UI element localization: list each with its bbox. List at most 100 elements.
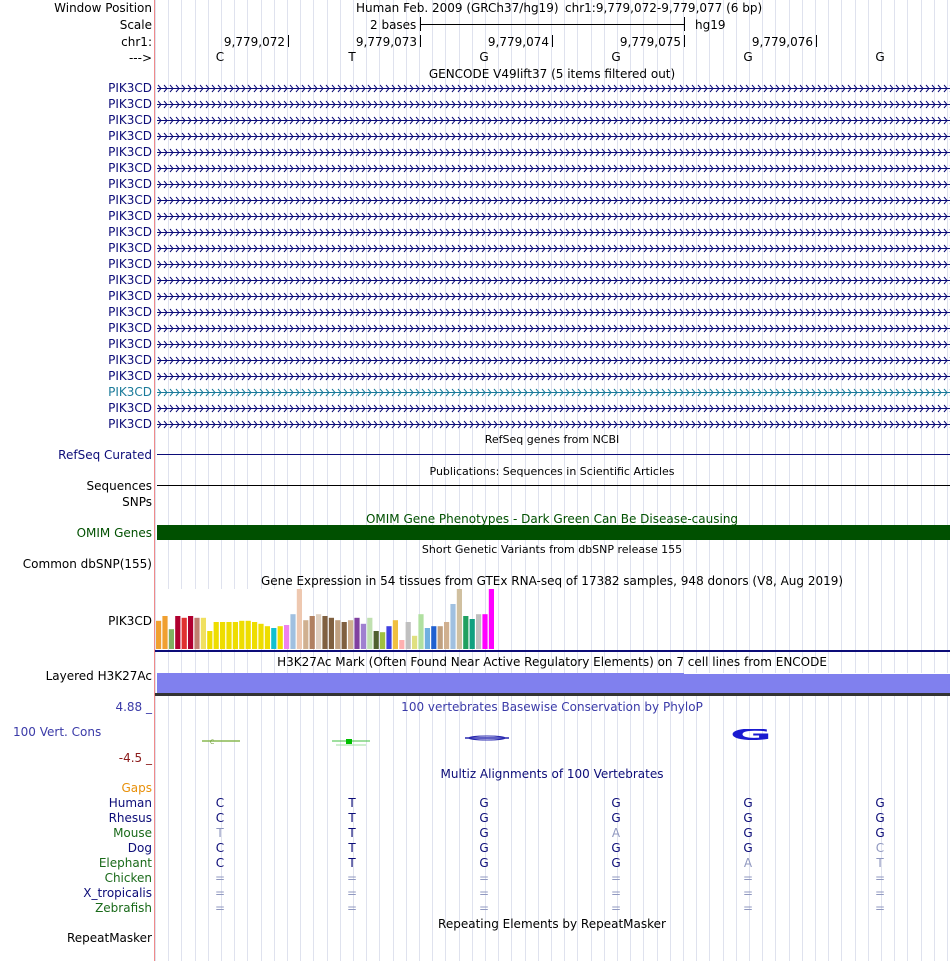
dbsnp-track-title[interactable]: Short Genetic Variants from dbSNP releas… (421, 543, 683, 556)
gtex-tissue-bar[interactable] (380, 632, 386, 649)
gtex-tissue-bar[interactable] (367, 617, 373, 649)
gencode-transcript-feature[interactable] (157, 116, 950, 125)
species-label[interactable]: Chicken (104, 871, 152, 885)
gtex-tissue-bar[interactable] (290, 614, 296, 649)
gtex-tissue-bar[interactable] (444, 622, 450, 649)
gencode-transcript-feature[interactable] (157, 164, 950, 173)
gtex-tissue-bar[interactable] (412, 635, 418, 649)
gtex-tissue-bar[interactable] (424, 628, 430, 649)
gencode-transcript-label[interactable]: PIK3CD (108, 177, 152, 191)
gencode-transcript-feature[interactable] (157, 420, 950, 429)
gtex-tissue-bar[interactable] (277, 626, 283, 649)
gtex-chart[interactable] (155, 588, 555, 650)
gtex-tissue-bar[interactable] (296, 589, 302, 649)
gtex-track-title[interactable]: Gene Expression in 54 tissues from GTEx … (260, 574, 844, 588)
species-label[interactable]: Zebrafish (95, 901, 152, 915)
species-label[interactable]: Rhesus (108, 811, 152, 825)
gencode-transcript-label[interactable]: PIK3CD (108, 113, 152, 127)
gencode-transcript-feature[interactable] (157, 276, 950, 285)
gencode-transcript-feature[interactable] (157, 292, 950, 301)
gencode-transcript-label[interactable]: PIK3CD (108, 401, 152, 415)
gencode-transcript-label[interactable]: PIK3CD (108, 241, 152, 255)
gencode-transcript-feature[interactable] (157, 228, 950, 237)
gencode-transcript-label[interactable]: PIK3CD (108, 193, 152, 207)
gtex-tissue-bar[interactable] (322, 616, 328, 649)
gtex-label[interactable]: PIK3CD (108, 614, 152, 628)
dbsnp-label[interactable]: Common dbSNP(155) (22, 557, 152, 571)
species-label[interactable]: Human (108, 796, 152, 810)
gtex-tissue-bar[interactable] (226, 622, 232, 649)
gtex-tissue-bar[interactable] (335, 620, 341, 649)
gencode-transcript-label[interactable]: PIK3CD (108, 257, 152, 271)
gtex-tissue-bar[interactable] (162, 616, 168, 649)
gtex-tissue-bar[interactable] (264, 626, 270, 649)
gencode-transcript-feature[interactable] (157, 324, 950, 333)
gencode-transcript-label[interactable]: PIK3CD (108, 353, 152, 367)
h3k27ac-label[interactable]: Layered H3K27Ac (45, 669, 152, 683)
gtex-tissue-bar[interactable] (469, 619, 475, 649)
repeatmasker-label[interactable]: RepeatMasker (66, 931, 152, 945)
gtex-tissue-bar[interactable] (220, 622, 226, 649)
gtex-tissue-bar[interactable] (476, 614, 482, 649)
gencode-transcript-label[interactable]: PIK3CD (108, 225, 152, 239)
gencode-transcript-label[interactable]: PIK3CD (108, 321, 152, 335)
position-text[interactable]: chr1:9,779,072-9,779,077 (6 bp) (565, 1, 763, 15)
gtex-tissue-bar[interactable] (207, 631, 213, 649)
refseq-track-title[interactable]: RefSeq genes from NCBI (484, 433, 620, 446)
gtex-tissue-bar[interactable] (245, 620, 251, 649)
gencode-transcript-feature[interactable] (157, 404, 950, 413)
species-label[interactable]: Dog (127, 841, 152, 855)
gencode-transcript-feature[interactable] (157, 100, 950, 109)
phylop-label[interactable]: 100 Vert. Cons (13, 725, 102, 739)
gencode-transcript-label[interactable]: PIK3CD (108, 161, 152, 175)
species-label[interactable]: Mouse (113, 826, 152, 840)
gencode-transcript-feature[interactable] (157, 148, 950, 157)
gtex-tissue-bar[interactable] (194, 617, 200, 649)
gtex-tissue-bar[interactable] (271, 628, 277, 649)
gtex-tissue-bar[interactable] (188, 616, 194, 649)
publications-feature[interactable] (157, 485, 950, 486)
gencode-transcript-feature[interactable] (157, 180, 950, 189)
gtex-tissue-bar[interactable] (303, 620, 309, 649)
gencode-transcript-feature[interactable] (157, 132, 950, 141)
gtex-tissue-bar[interactable] (341, 622, 347, 649)
gtex-tissue-bar[interactable] (456, 589, 462, 649)
gtex-tissue-bar[interactable] (450, 604, 456, 649)
phylop-track-title[interactable]: 100 vertebrates Basewise Conservation by… (401, 700, 703, 714)
gtex-tissue-bar[interactable] (156, 620, 162, 649)
gtex-tissue-bar[interactable] (488, 589, 494, 649)
gtex-tissue-bar[interactable] (168, 629, 174, 649)
gencode-transcript-feature[interactable] (157, 388, 950, 397)
gtex-tissue-bar[interactable] (392, 620, 398, 649)
gencode-transcript-label[interactable]: PIK3CD (108, 145, 152, 159)
species-label[interactable]: Elephant (98, 856, 152, 870)
gtex-tissue-bar[interactable] (354, 617, 360, 649)
gencode-transcript-label[interactable]: PIK3CD (108, 369, 152, 383)
refseq-label[interactable]: RefSeq Curated (58, 448, 152, 462)
gtex-tissue-bar[interactable] (284, 625, 290, 649)
gencode-transcript-feature[interactable] (157, 308, 950, 317)
repeatmasker-track-title[interactable]: Repeating Elements by RepeatMasker (438, 917, 666, 931)
gtex-tissue-bar[interactable] (316, 614, 322, 649)
publications-track-title[interactable]: Publications: Sequences in Scientific Ar… (429, 465, 675, 478)
gencode-transcript-feature[interactable] (157, 196, 950, 205)
gencode-transcript-label[interactable]: PIK3CD (108, 385, 152, 399)
gtex-tissue-bar[interactable] (200, 617, 206, 649)
snps-label[interactable]: SNPs (122, 495, 152, 509)
gencode-transcript-feature[interactable] (157, 212, 950, 221)
gtex-tissue-bar[interactable] (418, 614, 424, 649)
gtex-tissue-bar[interactable] (232, 622, 238, 649)
gencode-transcript-label[interactable]: PIK3CD (108, 305, 152, 319)
gencode-transcript-feature[interactable] (157, 260, 950, 269)
gencode-transcript-label[interactable]: PIK3CD (108, 417, 152, 431)
gtex-tissue-bar[interactable] (482, 614, 488, 649)
gencode-transcript-label[interactable]: PIK3CD (108, 209, 152, 223)
gencode-transcript-label[interactable]: PIK3CD (108, 97, 152, 111)
gencode-track-title[interactable]: GENCODE V49lift37 (5 items filtered out) (428, 67, 676, 81)
gtex-tissue-bar[interactable] (252, 622, 258, 649)
gencode-transcript-feature[interactable] (157, 340, 950, 349)
omim-label[interactable]: OMIM Genes (76, 526, 152, 540)
multiz-track-title[interactable]: Multiz Alignments of 100 Vertebrates (440, 767, 664, 781)
h3k27ac-signal[interactable] (157, 673, 950, 693)
gtex-tissue-bar[interactable] (175, 616, 181, 649)
